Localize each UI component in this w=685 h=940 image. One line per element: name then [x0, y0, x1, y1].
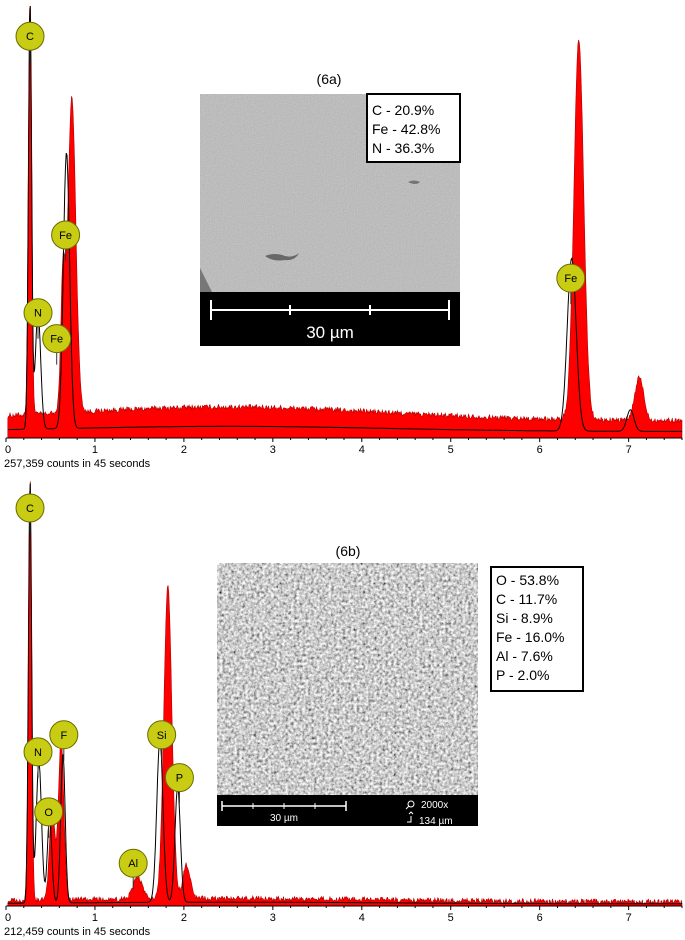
x-tick-label: 4 [359, 912, 365, 924]
element-marker-p: P [164, 763, 194, 804]
counts-footer-6a: 257,359 counts in 45 seconds [4, 458, 151, 470]
element-marker-o: O [34, 797, 64, 838]
x-tick-label: 4 [359, 444, 365, 456]
element-marker-fe: Fe [42, 324, 72, 365]
x-tick-label: 6 [537, 912, 543, 924]
element-marker-f: F [49, 720, 79, 761]
x-tick-label: 1 [92, 444, 98, 456]
spectrum-red-fill-6b [7, 481, 683, 907]
element-markers-6b: C N F O Si P Al [15, 493, 194, 890]
element-marker-label: Al [128, 858, 138, 870]
element-marker-fe: Fe [556, 263, 586, 305]
spectrum-panel-6a: 0 1 2 3 4 5 6 7 257,359 counts in 45 seconds C F… [4, 5, 683, 470]
composition-line: C - 11.7% [496, 591, 557, 607]
composition-line: Fe - 42.8% [372, 121, 440, 137]
x-tick-label: 5 [448, 912, 454, 924]
element-marker-label: Fe [564, 273, 577, 285]
x-ticks-6b: 0 1 2 3 4 5 6 7 [5, 906, 683, 924]
element-marker-n: N [23, 737, 53, 778]
element-marker-fe: Fe [51, 220, 81, 261]
magnifier-icon [407, 800, 415, 808]
element-marker-label: N [34, 308, 42, 320]
element-marker-si: Si [147, 720, 177, 761]
element-marker-label: Fe [50, 334, 63, 346]
x-tick-label: 1 [92, 912, 98, 924]
element-marker-label: O [44, 807, 53, 819]
spectrum-black-trace-6b [7, 483, 682, 905]
composition-box-6b: O - 53.8% C - 11.7% Si - 8.9% Fe - 16.0%… [490, 566, 584, 692]
element-marker-al: Al [118, 848, 148, 890]
element-markers-6a: C Fe N Fe Fe [15, 21, 586, 365]
x-ticks-6a: 0 1 2 3 4 5 6 7 [5, 438, 683, 456]
x-tick-label: 5 [448, 444, 454, 456]
x-tick-label: 0 [5, 444, 11, 456]
x-tick-label: 3 [270, 444, 276, 456]
element-marker-c: C [15, 21, 45, 63]
composition-box-6a: C - 20.9% Fe - 42.8% N - 36.3% [366, 93, 461, 163]
sem-image-6b: 30 µm 2000x 134 µm [217, 563, 478, 827]
x-tick-label: 7 [626, 912, 632, 924]
element-marker-label: C [26, 503, 34, 515]
spectrum-panel-6b: 0 1 2 3 4 5 6 7 212,459 counts in 45 seconds C N… [4, 481, 683, 938]
element-marker-label: F [60, 730, 67, 742]
composition-line: O - 53.8% [496, 572, 559, 588]
composition-line: N - 36.3% [372, 140, 434, 156]
field-width-icon [407, 811, 414, 823]
x-tick-label: 7 [626, 444, 632, 456]
composition-line: Si - 8.9% [496, 610, 553, 626]
spectrum-red-fill-6a [7, 5, 683, 439]
element-marker-label: C [26, 31, 34, 43]
x-tick-label: 0 [5, 912, 11, 924]
counts-footer-6b: 212,459 counts in 45 seconds [4, 926, 151, 938]
element-marker-label: Si [157, 730, 167, 742]
element-marker-c: C [15, 493, 45, 534]
composition-line: Al - 7.6% [496, 648, 553, 664]
composition-line: P - 2.0% [496, 667, 549, 683]
element-marker-n: N [23, 298, 53, 339]
panel-title-6b: (6b) [336, 543, 361, 559]
x-tick-label: 3 [270, 912, 276, 924]
composition-line: Fe - 16.0% [496, 629, 564, 645]
field-width-label: 134 µm [419, 816, 453, 827]
composition-line: C - 20.9% [372, 102, 434, 118]
x-tick-label: 2 [181, 444, 187, 456]
panel-title-6a: (6a) [317, 71, 342, 87]
x-tick-label: 2 [181, 912, 187, 924]
magnification-label: 2000x [421, 800, 448, 811]
element-marker-label: P [176, 773, 183, 785]
x-tick-label: 6 [537, 444, 543, 456]
scale-bar-label-6b: 30 µm [270, 813, 298, 824]
element-marker-label: Fe [59, 230, 72, 242]
element-marker-label: N [34, 747, 42, 759]
scale-bar-label-6a: 30 µm [306, 323, 354, 342]
